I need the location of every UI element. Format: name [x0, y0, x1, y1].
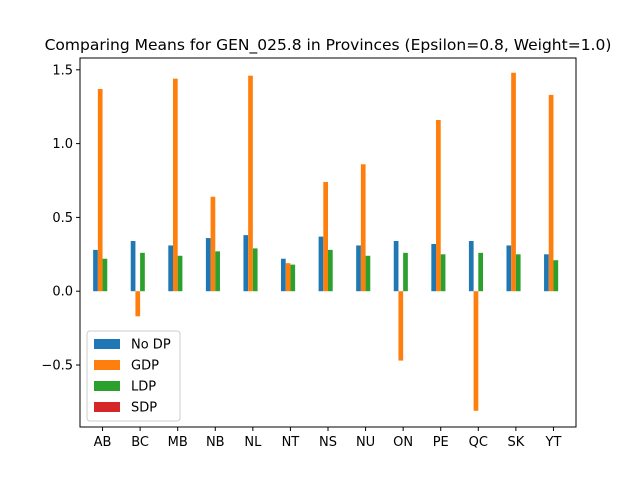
bar-gdp-nt [285, 263, 291, 292]
bar-ldp-nb [215, 251, 220, 292]
bar-gdp-yt [548, 94, 554, 292]
x-tick-label-nt: NT [282, 435, 300, 450]
bar-gdp-nu [360, 164, 366, 292]
x-tick-label-on: ON [393, 435, 413, 450]
legend-label-ldp: LDP [131, 380, 156, 395]
legend-swatch-no-dp [94, 339, 120, 349]
x-tick-label-ab: AB [94, 435, 112, 450]
bar-gdp-qc [473, 291, 479, 411]
bar-ldp-mb [177, 255, 183, 292]
bar-ldp-sk [515, 254, 521, 292]
legend-label-sdp: SDP [131, 401, 157, 416]
bar-ldp-nl [252, 248, 258, 292]
bar-ldp-nu [365, 255, 371, 292]
bar-gdp-ns [323, 181, 328, 292]
x-tick-label-pe: PE [433, 435, 449, 450]
x-tick-label-nl: NL [244, 435, 262, 450]
bar-no-dp-yt [544, 254, 549, 292]
x-tick-label-mb: MB [168, 435, 188, 450]
x-tick-label-nb: NB [206, 435, 225, 450]
bar-no-dp-nt [281, 258, 286, 292]
bar-ldp-qc [478, 252, 483, 292]
bar-no-dp-on [393, 241, 399, 292]
x-tick-label-sk: SK [507, 435, 524, 450]
bar-no-dp-mb [168, 245, 173, 292]
bar-gdp-sk [511, 72, 516, 292]
bar-ldp-nt [290, 264, 296, 292]
axes-group: −0.5 0.0 0.5 1.0 1.5 AB BC MB NB NL NT NS NU ON PE QC SK… [41, 57, 577, 450]
bar-gdp-on [398, 291, 404, 361]
bar-no-dp-ab [93, 249, 98, 292]
x-tick-label-ns: NS [319, 435, 337, 450]
legend-label-no-dp: No DP [131, 338, 171, 353]
bar-no-dp-pe [431, 243, 437, 292]
bar-ldp-pe [440, 254, 446, 292]
x-tick-label-qc: QC [469, 435, 488, 450]
x-tick-label-yt: YT [545, 435, 562, 450]
y-tick-label: 1.5 [52, 63, 73, 78]
bar-ldp-yt [553, 260, 559, 292]
bar-no-dp-nu [356, 245, 361, 292]
legend-swatch-gdp [94, 360, 120, 370]
bars-group [93, 72, 559, 411]
bar-no-dp-sk [506, 245, 512, 292]
bar-no-dp-qc [468, 241, 474, 292]
bar-ldp-bc [140, 252, 145, 292]
legend: No DP GDP LDP SDP [86, 330, 181, 422]
bar-no-dp-nl [243, 235, 249, 292]
bar-gdp-pe [436, 119, 441, 292]
x-tick-label-nu: NU [356, 435, 375, 450]
y-tick-label: 0.5 [52, 211, 73, 226]
x-tick-label-bc: BC [131, 435, 149, 450]
bar-ldp-on [403, 252, 408, 292]
legend-swatch-sdp [94, 402, 120, 412]
y-tick-label: 0.0 [52, 285, 73, 300]
bar-ldp-ab [102, 258, 108, 292]
bar-gdp-ab [97, 89, 103, 292]
y-tick-label: 1.0 [52, 137, 73, 152]
bar-no-dp-bc [130, 241, 136, 292]
legend-label-gdp: GDP [131, 359, 159, 374]
bar-no-dp-nb [205, 238, 211, 292]
y-tick-label: −0.5 [41, 359, 73, 374]
bar-no-dp-ns [318, 236, 324, 292]
chart-title: Comparing Means for GEN_025.8 in Provinc… [45, 36, 612, 55]
legend-swatch-ldp [94, 381, 120, 391]
bar-gdp-mb [173, 78, 178, 292]
bar-gdp-bc [135, 291, 141, 317]
legend-box [86, 330, 181, 422]
bar-ldp-ns [328, 249, 333, 292]
bar-gdp-nb [210, 196, 216, 292]
bar-gdp-nl [248, 75, 253, 292]
